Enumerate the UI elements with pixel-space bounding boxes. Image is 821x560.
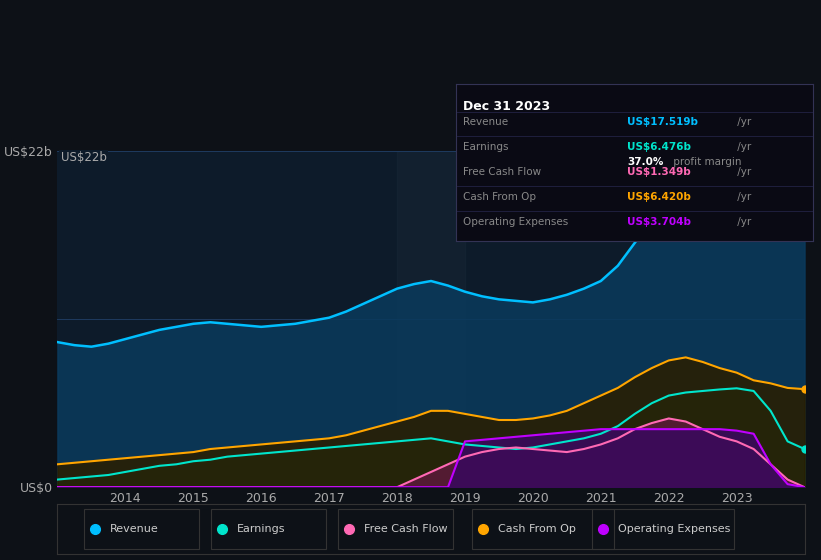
Text: US$6.420b: US$6.420b [627, 192, 691, 202]
Text: Earnings: Earnings [463, 142, 508, 152]
Text: US$1.349b: US$1.349b [627, 167, 690, 177]
Text: /yr: /yr [734, 142, 751, 152]
Text: Dec 31 2023: Dec 31 2023 [463, 100, 550, 113]
Text: Earnings: Earnings [236, 524, 285, 534]
Text: /yr: /yr [734, 167, 751, 177]
Text: US$6.476b: US$6.476b [627, 142, 691, 152]
Text: 37.0%: 37.0% [627, 157, 663, 167]
Text: Revenue: Revenue [110, 524, 158, 534]
Text: Free Cash Flow: Free Cash Flow [463, 167, 541, 177]
Text: /yr: /yr [734, 116, 751, 127]
Text: Revenue: Revenue [463, 116, 508, 127]
Text: Cash From Op: Cash From Op [463, 192, 536, 202]
Text: /yr: /yr [734, 192, 751, 202]
Text: US$22b: US$22b [61, 151, 107, 164]
Text: profit margin: profit margin [670, 157, 741, 167]
Bar [397, 151, 465, 487]
Text: Cash From Op: Cash From Op [498, 524, 576, 534]
Text: Operating Expenses: Operating Expenses [463, 217, 568, 227]
Text: Free Cash Flow: Free Cash Flow [364, 524, 447, 534]
Text: Operating Expenses: Operating Expenses [617, 524, 730, 534]
Text: US$17.519b: US$17.519b [627, 116, 698, 127]
Text: /yr: /yr [734, 217, 751, 227]
Text: US$3.704b: US$3.704b [627, 217, 691, 227]
